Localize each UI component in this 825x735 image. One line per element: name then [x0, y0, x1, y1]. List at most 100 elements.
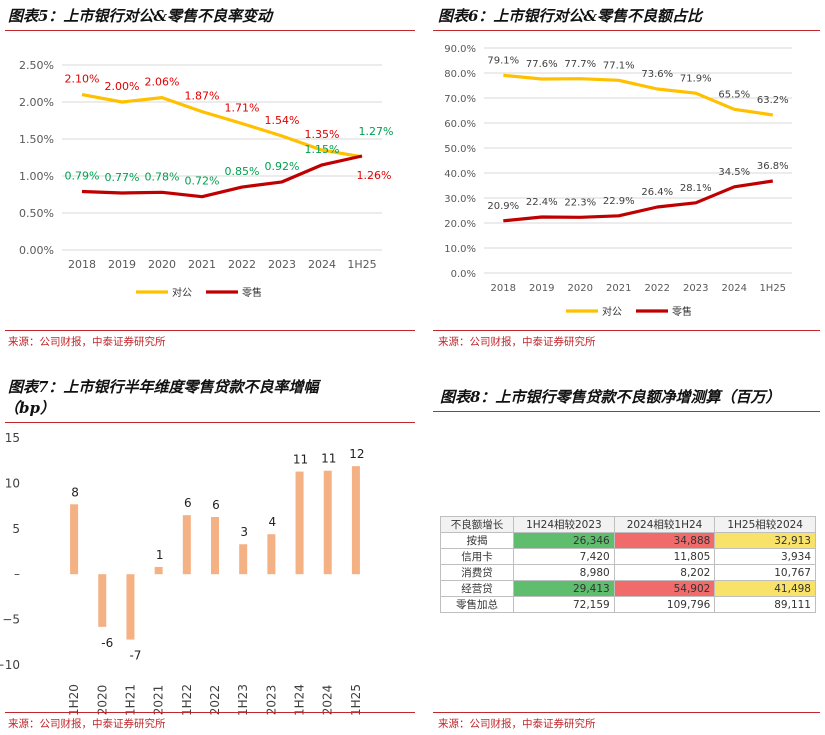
data-label: 8 — [71, 485, 79, 499]
data-label: 0.77% — [105, 171, 140, 184]
data-label: 73.6% — [641, 69, 673, 80]
y-tick-label: 1.00% — [19, 170, 54, 183]
x-tick-label: 1H22 — [180, 684, 194, 716]
row-label: 按揭 — [439, 532, 515, 549]
table-cell: 8,202 — [613, 564, 716, 581]
data-label: 1.87% — [185, 90, 220, 103]
row-label: 零售加总 — [439, 596, 515, 613]
series-line-零售 — [503, 179, 774, 223]
data-label: 0.85% — [225, 165, 260, 178]
data-label: 22.3% — [564, 197, 596, 208]
bar — [351, 466, 360, 575]
chart8-bottom-rule — [433, 712, 820, 713]
bar — [182, 515, 191, 575]
data-label: 0.92% — [265, 160, 300, 173]
npl-increase-table: 不良额增长 1H24相较2023 2024相较1H24 1H25相较2024 按… — [439, 516, 816, 613]
chart7-source: 来源：公司财报，中泰证券研究所 — [8, 718, 166, 730]
data-label: 0.78% — [145, 170, 180, 183]
x-tick-label: 2020 — [95, 685, 109, 716]
chart8-source: 来源：公司财报，中泰证券研究所 — [438, 718, 596, 730]
chart7-title-line2: （bp） — [4, 399, 55, 417]
table-body: 按揭 26,346 34,888 32,913 信用卡 7,420 11,805 3,934 消… — [439, 532, 816, 613]
x-tick-label: 2019 — [108, 258, 136, 271]
data-label: 6 — [212, 498, 220, 512]
series-line-对公 — [503, 73, 774, 117]
chart5-title: 图表5：上市银行对公&零售不良率变动 — [8, 7, 272, 25]
table-cell: 54,902 — [613, 580, 716, 597]
data-label: 3 — [240, 525, 248, 539]
chart6-title-rule — [433, 30, 820, 31]
data-label: 2.06% — [145, 76, 180, 89]
x-tick-label: 2023 — [268, 258, 296, 271]
data-label: 11 — [321, 452, 336, 466]
bar — [267, 534, 276, 575]
data-label: 77.1% — [603, 60, 635, 71]
row-label: 经营贷 — [439, 580, 515, 597]
bar — [211, 516, 219, 575]
bar — [239, 544, 248, 575]
table-cell: 11,805 — [613, 548, 716, 565]
y-tick-label: 10 — [5, 476, 20, 490]
bar — [126, 574, 135, 640]
x-tick-label: 2018 — [68, 258, 96, 271]
x-tick-label: 2022 — [208, 685, 222, 716]
y-tick-label: 30.0% — [444, 194, 476, 205]
chart6-title: 图表6：上市银行对公&零售不良额占比 — [438, 7, 702, 25]
table-cell: 10,767 — [714, 564, 816, 581]
x-tick-label: 2022 — [645, 283, 670, 294]
data-label: 28.1% — [680, 183, 712, 194]
table-header-row: 不良额增长 1H24相较2023 2024相较1H24 1H25相较2024 — [439, 516, 816, 533]
data-label: 0.72% — [185, 175, 220, 188]
x-tick-label: 2023 — [264, 685, 278, 716]
x-tick-label: 2018 — [491, 283, 516, 294]
bar — [154, 566, 163, 575]
table-header: 不良额增长 — [439, 516, 515, 533]
x-tick-label: 2019 — [529, 283, 554, 294]
legend-label: 对公 — [602, 305, 622, 318]
y-tick-label: −5 — [2, 613, 20, 627]
x-tick-label: 2021 — [152, 685, 166, 716]
chart7-title-rule — [5, 422, 415, 423]
table-cell: 89,111 — [714, 596, 816, 613]
y-tick-label: −10 — [0, 658, 20, 672]
x-tick-label: 1H24 — [293, 684, 307, 716]
chart8-title: 图表8：上市银行零售贷款不良额净增测算（百万） — [440, 388, 781, 406]
data-label: 1 — [156, 548, 164, 562]
table-cell: 32,913 — [714, 532, 816, 549]
data-label: 71.9% — [680, 73, 712, 84]
table-row: 经营贷 29,413 54,902 41,498 — [439, 580, 816, 597]
y-tick-label: 10.0% — [444, 244, 476, 255]
row-label: 信用卡 — [439, 548, 515, 565]
x-tick-label: 1H23 — [236, 684, 250, 716]
y-tick-label: 5 — [12, 522, 20, 536]
table-row: 零售加总 72,159 109,796 89,111 — [439, 596, 816, 613]
table-header: 1H25相较2024 — [714, 516, 816, 533]
data-label: 1.54% — [265, 114, 300, 127]
chart5-title-rule — [5, 30, 415, 31]
table-cell: 109,796 — [613, 596, 716, 613]
table-row: 信用卡 7,420 11,805 3,934 — [439, 548, 816, 565]
legend-label: 对公 — [172, 286, 192, 299]
data-label: 36.8% — [757, 161, 789, 172]
table-cell: 29,413 — [513, 580, 615, 597]
table-cell: 3,934 — [714, 548, 816, 565]
table-cell: 34,888 — [613, 532, 716, 549]
row-label: 消费贷 — [439, 564, 515, 581]
data-label: 6 — [184, 496, 192, 510]
data-label: 34.5% — [718, 167, 750, 178]
data-label: 65.5% — [718, 89, 750, 100]
y-tick-label: 20.0% — [444, 219, 476, 230]
y-tick-label: 40.0% — [444, 169, 476, 180]
x-tick-label: 1H25 — [349, 684, 363, 716]
chart7-title-line1: 图表7：上市银行半年维度零售贷款不良率增幅 — [8, 378, 319, 396]
y-tick-label: 70.0% — [444, 94, 476, 105]
bar — [295, 471, 304, 575]
y-tick-label: 0.0% — [451, 269, 476, 280]
data-label: 2.10% — [65, 73, 100, 86]
data-label: -6 — [101, 636, 113, 650]
table-cell: 72,159 — [513, 596, 615, 613]
table-row: 消费贷 8,980 8,202 10,767 — [439, 564, 816, 581]
y-tick-label: 50.0% — [444, 144, 476, 155]
x-tick-label: 2024 — [308, 258, 336, 271]
